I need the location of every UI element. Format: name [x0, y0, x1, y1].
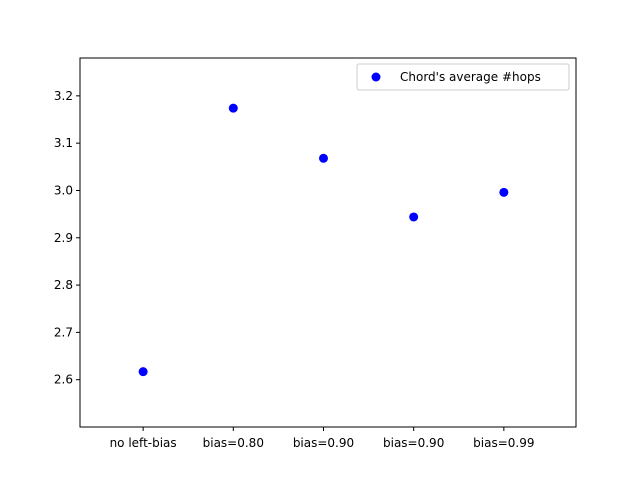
- data-point: [318, 153, 328, 163]
- y-axis: 2.6 2.7 2.8 2.9 3.0 3.1 3.2: [54, 89, 80, 387]
- y-tick-label: 2.7: [54, 325, 73, 339]
- x-tick-label: no left-bias: [110, 436, 177, 450]
- legend-marker: [371, 72, 381, 82]
- y-tick-label: 2.8: [54, 278, 73, 292]
- y-tick-label: 3.2: [54, 89, 73, 103]
- data-point: [138, 367, 148, 377]
- legend: Chord's average #hops: [356, 63, 570, 91]
- y-tick-label: 2.6: [54, 373, 73, 387]
- x-axis: no left-bias bias=0.80 bias=0.90 bias=0.90 b…: [110, 427, 535, 450]
- data-point: [228, 103, 238, 113]
- plot-area-frame: [79, 57, 577, 428]
- y-tick-label: 2.9: [54, 231, 73, 245]
- x-tick-label: bias=0.99: [473, 436, 534, 450]
- y-tick-label: 3.0: [54, 183, 73, 197]
- x-tick-label: bias=0.90: [293, 436, 354, 450]
- legend-series-label: Chord's average #hops: [400, 70, 541, 84]
- x-tick-label: bias=0.90: [383, 436, 444, 450]
- data-point: [499, 187, 509, 197]
- data-point: [409, 212, 419, 222]
- y-tick-label: 3.1: [54, 136, 73, 150]
- legend-box: [356, 63, 570, 91]
- x-tick-label: bias=0.80: [203, 436, 264, 450]
- plot-marks: [138, 103, 509, 377]
